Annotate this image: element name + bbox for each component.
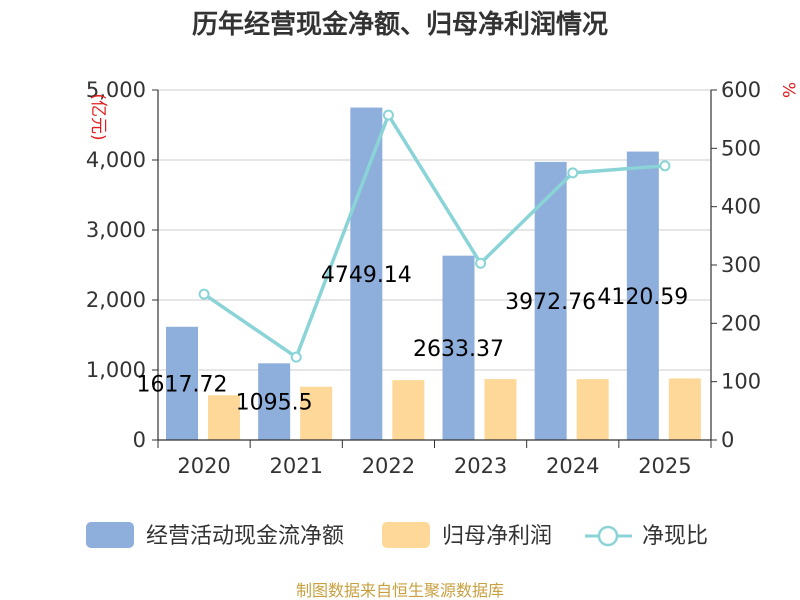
bar-cashflow-2021 [258, 363, 291, 440]
y-right-tick-label: 200 [721, 311, 761, 335]
data-label-cashflow-2020: 1617.72 [137, 372, 228, 397]
y-left-tick-label: 4,000 [86, 148, 146, 172]
bar-net-profit-2021 [300, 386, 333, 440]
x-tick-label: 2020 [177, 454, 230, 478]
bar-net-profit-2022 [392, 380, 425, 440]
ratio-point-2020 [198, 288, 210, 300]
bar-cashflow-2022 [350, 107, 383, 440]
ratio-point-2022 [382, 109, 394, 121]
data-label-cashflow-2021: 1095.5 [236, 391, 313, 416]
bars [166, 107, 701, 440]
y-left-unit: (亿元) [88, 93, 108, 140]
y-left-tick-label: 3,000 [86, 218, 146, 242]
legend-swatch-cashflow [86, 522, 134, 548]
axes: 0 1,000 2,000 3,000 4,000 5,000 0 100 200 300 400 5… [86, 78, 761, 478]
y-right-tick-label: 500 [721, 136, 761, 160]
bar-net-profit-2024 [576, 379, 609, 440]
data-label-cashflow-2023: 2633.37 [413, 337, 504, 362]
y-left-tick-label: 0 [133, 428, 146, 452]
y-right-tick-label: 300 [721, 253, 761, 277]
y-left-tick-label: 1,000 [86, 358, 146, 382]
bar-net-profit-2023 [484, 379, 517, 440]
ratio-line-layer [198, 109, 671, 363]
legend-swatch-net-profit [382, 522, 430, 548]
ratio-point-2021 [290, 351, 302, 363]
bar-cashflow-2023 [442, 255, 475, 440]
y-right-unit: % [778, 82, 798, 98]
bar-cashflow-2025 [626, 151, 659, 440]
y-right-tick-label: 100 [721, 370, 761, 394]
bar-net-profit-2020 [208, 395, 240, 440]
y-right-tick-label: 600 [721, 78, 761, 102]
data-label-cashflow-2024: 3972.76 [505, 290, 596, 315]
y-left-tick-label: 2,000 [86, 288, 146, 312]
y-right-tick-label: 400 [721, 195, 761, 219]
y-left-tick-label: 5,000 [86, 78, 146, 102]
x-tick-label: 2025 [638, 454, 691, 478]
y-right-tick-label: 0 [721, 428, 734, 452]
bar-cashflow-2020 [166, 326, 198, 440]
chart-title: 历年经营现金净额、归母净利润情况 [192, 9, 608, 40]
grid-lines [158, 89, 711, 371]
legend-marker-ratio [597, 525, 619, 547]
ratio-point-2024 [567, 167, 579, 179]
bar-net-profit-2025 [668, 378, 701, 440]
ratio-point-2025 [659, 160, 671, 172]
legend-label-cashflow: 经营活动现金流净额 [146, 524, 344, 549]
ratio-line [203, 111, 666, 360]
data-label-cashflow-2025: 4120.59 [597, 285, 688, 310]
legend-label-net-profit: 归母净利润 [442, 524, 552, 549]
data-label-cashflow-2022: 4749.14 [321, 263, 412, 288]
legend-label-ratio: 净现比 [642, 524, 708, 549]
x-tick-label: 2022 [362, 454, 415, 478]
bar-cashflow-2024 [534, 161, 567, 440]
x-tick-label: 2021 [270, 454, 323, 478]
legend: 经营活动现金流净额 归母净利润 净现比 [86, 522, 708, 549]
x-tick-label: 2024 [546, 454, 599, 478]
source-note: 制图数据来自恒生聚源数据库 [296, 581, 504, 600]
x-tick-label: 2023 [454, 454, 507, 478]
ratio-point-2023 [475, 257, 487, 269]
